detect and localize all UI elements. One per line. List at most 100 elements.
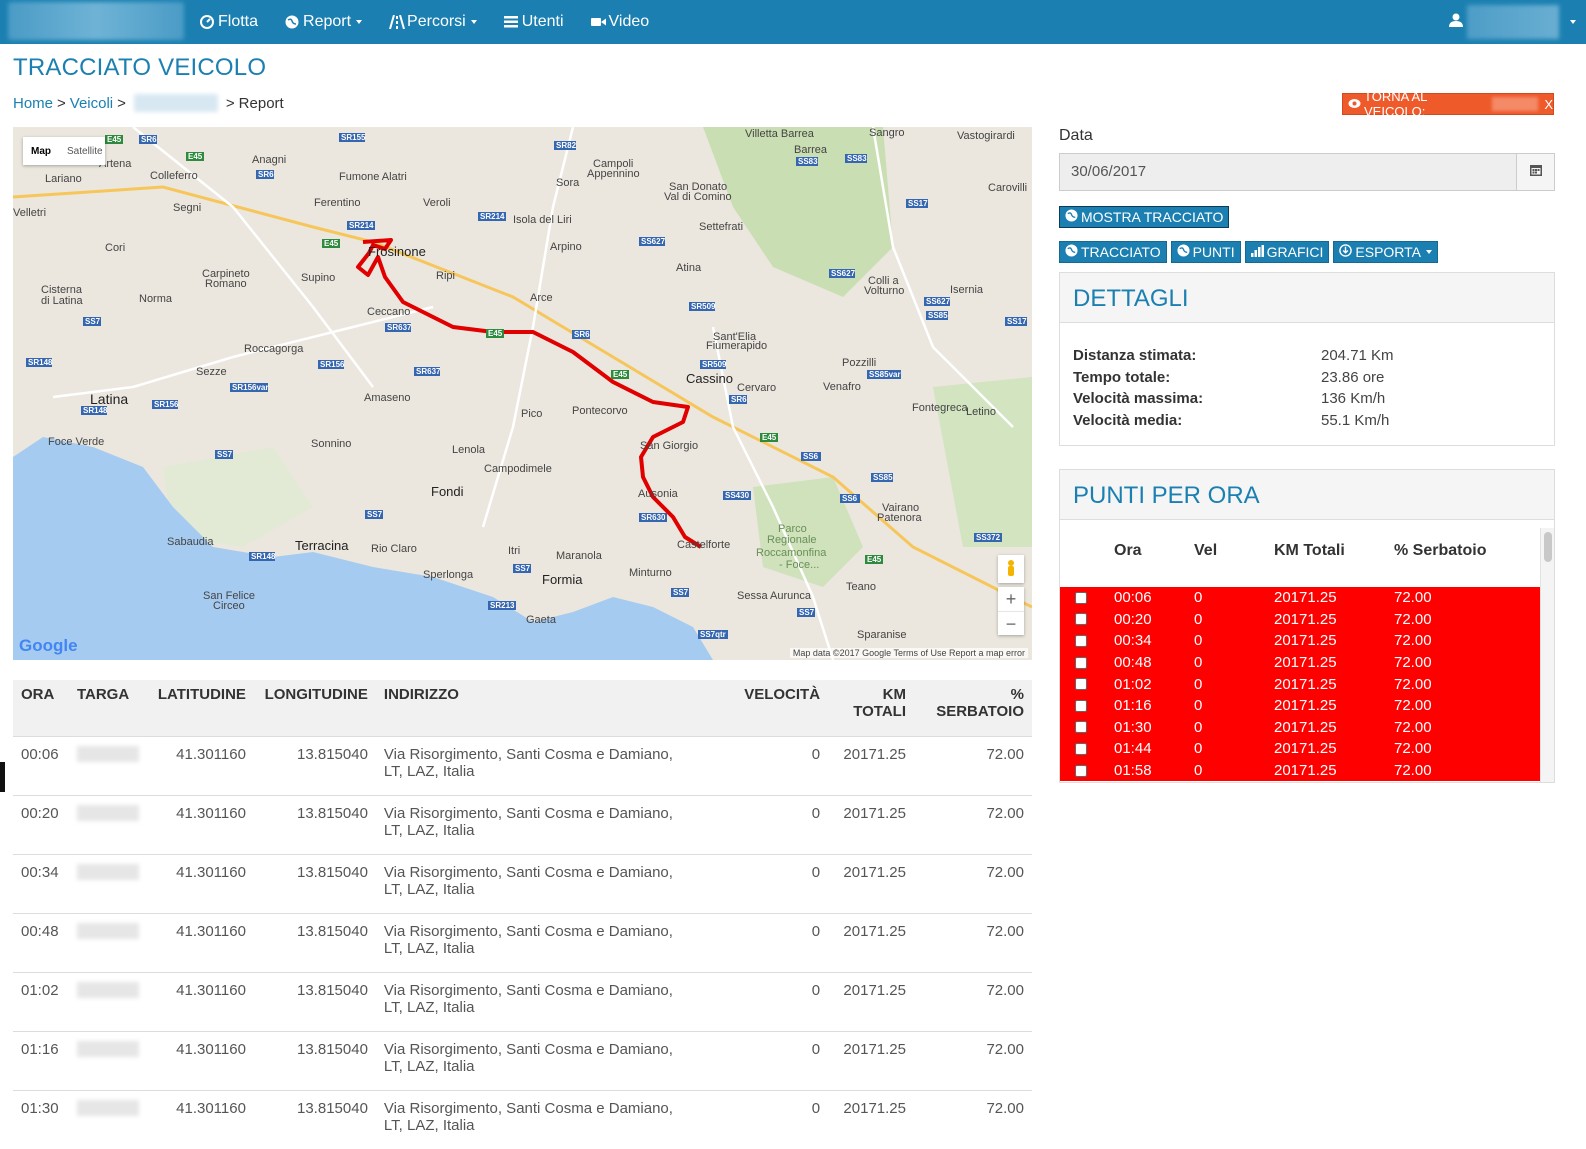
nav-percorsi[interactable]: Percorsi (389, 13, 477, 31)
detail-value: 55.1 Km/h (1321, 411, 1390, 429)
map-place-label: Vairano (882, 502, 919, 514)
zoom-out-button[interactable]: − (998, 611, 1024, 635)
col-longitudine[interactable]: LONGITUDINE (253, 680, 376, 736)
points-row[interactable]: 00:48 0 20171.25 72.00 (1060, 651, 1541, 674)
points-cell-vel: 0 (1194, 762, 1203, 780)
nav-report-label: Report (303, 13, 352, 30)
points-cell-ora: 01:02 (1114, 675, 1152, 693)
points-row[interactable]: 00:34 0 20171.25 72.00 (1060, 630, 1541, 652)
vehicle-plate-blurred (1491, 97, 1539, 111)
nav-report[interactable]: Report (285, 13, 363, 31)
user-menu[interactable] (1449, 0, 1576, 44)
svg-text:SR155: SR155 (341, 133, 366, 142)
table-row[interactable]: 01:30 41.301160 13.815040 Via Risorgimento,… (13, 1089, 1032, 1149)
calendar-button[interactable] (1517, 153, 1555, 191)
svg-text:SS83: SS83 (847, 154, 867, 163)
points-cell-ora: 01:44 (1114, 740, 1152, 758)
cell-serbatoio: 72.00 (914, 794, 1032, 854)
svg-text:E45: E45 (107, 135, 122, 144)
route-map[interactable]: Artena Anagni Lariano Colleferro Fumone … (13, 127, 1032, 660)
col-indirizzo[interactable]: INDIRIZZO (375, 680, 735, 736)
esporta-button[interactable]: ESPORTA (1333, 241, 1439, 263)
row-checkbox[interactable] (1075, 634, 1087, 647)
map-place-label: San Felice (203, 590, 255, 602)
points-scroll-area[interactable]: Ora Vel KM Totali % Serbatoio 00:06 0 2017… (1060, 520, 1554, 782)
row-checkbox[interactable] (1075, 591, 1087, 604)
back-to-vehicle-button[interactable]: TORNA AL VEICOLO: X (1342, 89, 1554, 119)
col-latitudine[interactable]: LATITUDINE (146, 680, 254, 736)
cell-serbatoio: 72.00 (914, 735, 1032, 795)
map-canvas[interactable]: Artena Anagni Lariano Colleferro Fumone … (13, 127, 1032, 660)
points-cell-km: 20171.25 (1274, 589, 1337, 607)
nav-percorsi-label: Percorsi (407, 13, 466, 30)
points-row[interactable]: 01:58 0 20171.25 72.00 (1060, 759, 1541, 782)
grafici-button[interactable]: GRAFICI (1244, 241, 1330, 263)
col-serbatoio[interactable]: % SERBATOIO (914, 680, 1032, 736)
row-checkbox[interactable] (1075, 764, 1087, 777)
show-track-button[interactable]: MOSTRA TRACCIATO (1059, 206, 1230, 228)
nav-utenti[interactable]: Utenti (503, 13, 564, 31)
points-row[interactable]: 01:30 0 20171.25 72.00 (1060, 716, 1541, 739)
points-col-ora[interactable]: Ora (1114, 542, 1142, 559)
brand-logo[interactable] (8, 2, 184, 40)
table-row[interactable]: 00:34 41.301160 13.815040 Via Risorgimento,… (13, 853, 1032, 913)
plate-blurred (76, 922, 139, 939)
table-row[interactable]: 00:48 41.301160 13.815040 Via Risorgimento,… (13, 912, 1032, 972)
nav-video[interactable]: Video (590, 13, 649, 31)
row-checkbox[interactable] (1075, 656, 1087, 669)
detail-row: Distanza stimata: 204.71 Km (1073, 345, 1541, 367)
tracciato-button[interactable]: TRACCIATO (1059, 241, 1167, 263)
points-row[interactable]: 00:20 0 20171.25 72.00 (1060, 608, 1541, 631)
breadcrumb-veicoli[interactable]: Veicoli (69, 94, 114, 112)
row-checkbox[interactable] (1075, 742, 1087, 755)
scrollbar-thumb[interactable] (1544, 532, 1552, 562)
points-col-vel[interactable]: Vel (1194, 542, 1218, 559)
map-type-toggle[interactable]: Map Satellite (23, 137, 105, 165)
cell-indirizzo: Via Risorgimento, Santi Cosma e Damiano,… (375, 912, 735, 972)
cell-targa-blurred (68, 794, 147, 854)
row-checkbox[interactable] (1075, 678, 1087, 691)
col-velocita[interactable]: VELOCITÀ (734, 680, 829, 736)
table-row[interactable]: 00:06 41.301160 13.815040 Via Risorgimento,… (13, 735, 1032, 795)
map-type-map[interactable]: Map (31, 145, 51, 157)
row-checkbox[interactable] (1075, 721, 1087, 734)
svg-text:SR214: SR214 (349, 221, 374, 230)
date-label: Data (1059, 127, 1093, 144)
col-targa[interactable]: TARGA (68, 680, 147, 736)
points-col-serbatoio[interactable]: % Serbatoio (1394, 542, 1487, 559)
points-row[interactable]: 01:44 0 20171.25 72.00 (1060, 738, 1541, 760)
points-row[interactable]: 00:06 0 20171.25 72.00 (1060, 587, 1541, 609)
points-cell-vel: 0 (1194, 718, 1203, 736)
row-checkbox[interactable] (1075, 613, 1087, 626)
table-row[interactable]: 01:16 41.301160 13.815040 Via Risorgimento,… (13, 1030, 1032, 1090)
date-input[interactable]: 30/06/2017 (1059, 153, 1517, 191)
points-row[interactable]: 01:02 0 20171.25 72.00 (1060, 673, 1541, 695)
row-checkbox[interactable] (1075, 699, 1087, 712)
map-place-label: Campoli (593, 158, 633, 170)
breadcrumb-vehicle-blurred[interactable] (133, 94, 218, 112)
caret-down-icon (470, 20, 477, 24)
map-type-satellite[interactable]: Satellite (67, 145, 103, 157)
col-ora[interactable]: ORA (13, 680, 69, 736)
points-col-km[interactable]: KM Totali (1274, 542, 1345, 559)
breadcrumb-home[interactable]: Home (13, 94, 54, 112)
punti-label: PUNTI (1192, 244, 1235, 260)
nav-flotta[interactable]: Flotta (200, 13, 258, 31)
map-place-label: Ferentino (314, 197, 360, 209)
map-place-label: Campodimele (484, 463, 552, 475)
map-place-label: Teano (846, 581, 876, 593)
street-view-pegman-icon[interactable] (998, 555, 1024, 583)
cell-velocita: 0 (734, 853, 829, 913)
points-row[interactable]: 01:16 0 20171.25 72.00 (1060, 694, 1541, 717)
zoom-in-button[interactable]: + (1005, 589, 1017, 609)
cell-longitudine: 13.815040 (253, 1089, 376, 1149)
map-place-label: Fiumerapido (706, 340, 767, 352)
col-km-totali[interactable]: KM TOTALI (828, 680, 914, 736)
table-row[interactable]: 01:02 41.301160 13.815040 Via Risorgimento,… (13, 971, 1032, 1031)
detail-row: Tempo totale: 23.86 ore (1073, 367, 1541, 389)
punti-button[interactable]: PUNTI (1170, 241, 1241, 263)
points-scrollbar[interactable] (1540, 528, 1554, 782)
map-footer[interactable]: Map data ©2017 Google Terms of Use Repor… (789, 648, 1028, 658)
table-row[interactable]: 00:20 41.301160 13.815040 Via Risorgimento,… (13, 794, 1032, 854)
svg-text:SR509: SR509 (702, 360, 727, 369)
